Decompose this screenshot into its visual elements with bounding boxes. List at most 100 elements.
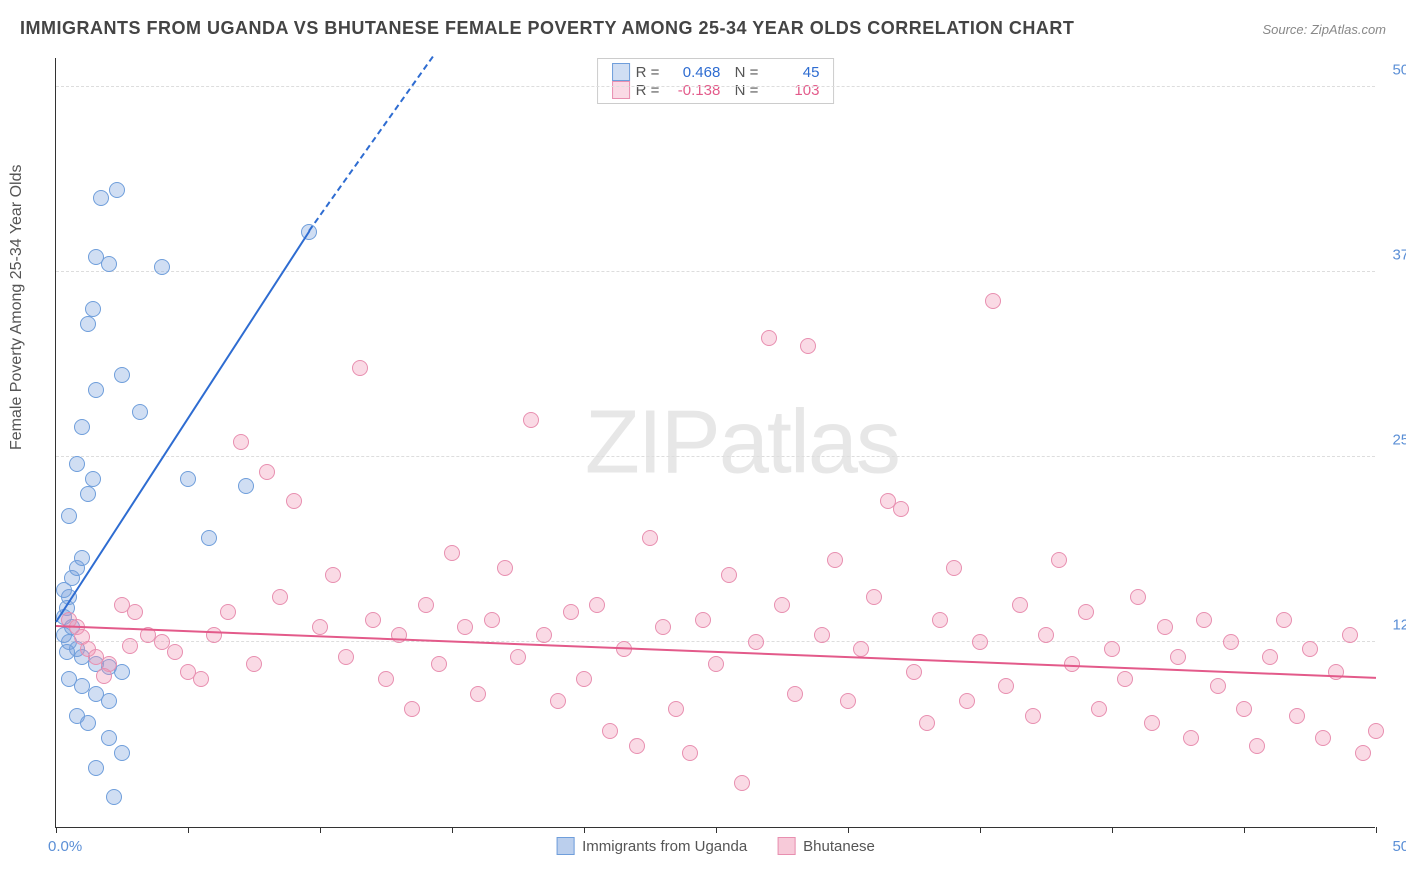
data-point bbox=[193, 671, 209, 687]
data-point bbox=[734, 775, 750, 791]
data-point bbox=[404, 701, 420, 717]
data-point bbox=[74, 550, 90, 566]
series-swatch bbox=[612, 63, 630, 81]
data-point bbox=[1025, 708, 1041, 724]
y-tick-label: 50.0% bbox=[1380, 61, 1406, 78]
data-point bbox=[1196, 612, 1212, 628]
data-point bbox=[774, 597, 790, 613]
r-value: 0.468 bbox=[665, 64, 720, 81]
data-point bbox=[853, 641, 869, 657]
data-point bbox=[470, 686, 486, 702]
grid-line bbox=[56, 271, 1375, 272]
data-point bbox=[800, 338, 816, 354]
r-value: -0.138 bbox=[665, 82, 720, 99]
data-point bbox=[85, 301, 101, 317]
data-point bbox=[893, 501, 909, 517]
data-point bbox=[201, 530, 217, 546]
data-point bbox=[325, 567, 341, 583]
legend-label: Bhutanese bbox=[803, 838, 875, 855]
data-point bbox=[708, 656, 724, 672]
x-tick bbox=[980, 827, 981, 833]
data-point bbox=[906, 664, 922, 680]
legend-item: Immigrants from Uganda bbox=[556, 837, 747, 855]
data-point bbox=[338, 649, 354, 665]
data-point bbox=[1170, 649, 1186, 665]
data-point bbox=[946, 560, 962, 576]
x-min-label: 0.0% bbox=[48, 838, 82, 855]
y-tick-label: 25.0% bbox=[1380, 431, 1406, 448]
data-point bbox=[114, 745, 130, 761]
grid-line bbox=[56, 456, 1375, 457]
data-point bbox=[655, 619, 671, 635]
data-point bbox=[85, 471, 101, 487]
data-point bbox=[167, 644, 183, 660]
legend-swatch bbox=[556, 837, 574, 855]
data-point bbox=[180, 471, 196, 487]
source-attribution: Source: ZipAtlas.com bbox=[1262, 22, 1386, 37]
data-point bbox=[1144, 715, 1160, 731]
data-point bbox=[1091, 701, 1107, 717]
data-point bbox=[972, 634, 988, 650]
data-point bbox=[932, 612, 948, 628]
x-tick bbox=[1112, 827, 1113, 833]
n-label: N = bbox=[726, 82, 758, 99]
x-tick bbox=[1244, 827, 1245, 833]
data-point bbox=[1223, 634, 1239, 650]
data-point bbox=[431, 656, 447, 672]
y-tick-label: 12.5% bbox=[1380, 616, 1406, 633]
data-point bbox=[761, 330, 777, 346]
data-point bbox=[233, 434, 249, 450]
data-point bbox=[959, 693, 975, 709]
data-point bbox=[109, 182, 125, 198]
data-point bbox=[814, 627, 830, 643]
data-point bbox=[629, 738, 645, 754]
data-point bbox=[1355, 745, 1371, 761]
n-value: 45 bbox=[764, 64, 819, 81]
data-point bbox=[748, 634, 764, 650]
data-point bbox=[238, 478, 254, 494]
data-point bbox=[132, 404, 148, 420]
data-point bbox=[497, 560, 513, 576]
x-tick bbox=[56, 827, 57, 833]
data-point bbox=[259, 464, 275, 480]
data-point bbox=[286, 493, 302, 509]
data-point bbox=[101, 693, 117, 709]
data-point bbox=[1315, 730, 1331, 746]
data-point bbox=[985, 293, 1001, 309]
x-tick bbox=[452, 827, 453, 833]
grid-line bbox=[56, 86, 1375, 87]
data-point bbox=[88, 760, 104, 776]
data-point bbox=[919, 715, 935, 731]
data-point bbox=[80, 715, 96, 731]
data-point bbox=[510, 649, 526, 665]
data-point bbox=[93, 190, 109, 206]
grid-line bbox=[56, 641, 1375, 642]
data-point bbox=[1130, 589, 1146, 605]
data-point bbox=[1368, 723, 1384, 739]
bottom-legend: Immigrants from Uganda Bhutanese bbox=[556, 837, 875, 855]
data-point bbox=[1262, 649, 1278, 665]
data-point bbox=[1117, 671, 1133, 687]
stats-row: R =0.468 N =45 bbox=[612, 63, 820, 81]
data-point bbox=[220, 604, 236, 620]
data-point bbox=[96, 668, 112, 684]
data-point bbox=[1236, 701, 1252, 717]
data-point bbox=[80, 316, 96, 332]
data-point bbox=[246, 656, 262, 672]
legend-label: Immigrants from Uganda bbox=[582, 838, 747, 855]
x-tick bbox=[848, 827, 849, 833]
data-point bbox=[127, 604, 143, 620]
data-point bbox=[101, 730, 117, 746]
data-point bbox=[589, 597, 605, 613]
legend-swatch bbox=[777, 837, 795, 855]
data-point bbox=[787, 686, 803, 702]
x-tick bbox=[584, 827, 585, 833]
data-point bbox=[1249, 738, 1265, 754]
data-point bbox=[523, 412, 539, 428]
data-point bbox=[695, 612, 711, 628]
x-max-label: 50.0% bbox=[1392, 838, 1406, 855]
data-point bbox=[444, 545, 460, 561]
data-point bbox=[602, 723, 618, 739]
data-point bbox=[484, 612, 500, 628]
x-tick bbox=[716, 827, 717, 833]
